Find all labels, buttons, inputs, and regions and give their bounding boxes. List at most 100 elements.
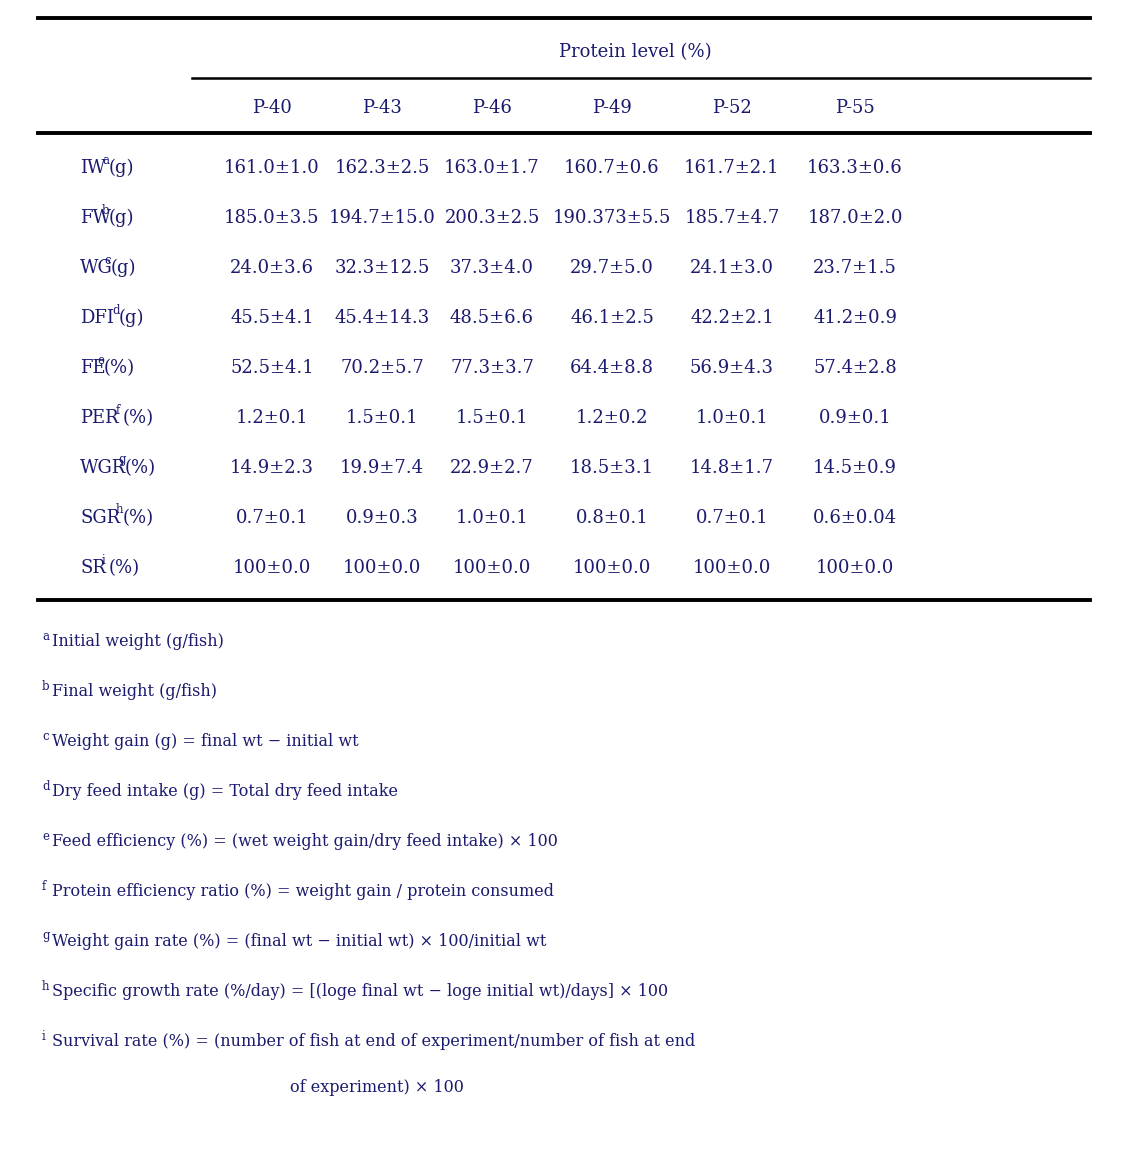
Text: 37.3±4.0: 37.3±4.0 [450,259,534,276]
Text: 190.373±5.5: 190.373±5.5 [552,209,672,227]
Text: Dry feed intake (g) = Total dry feed intake: Dry feed intake (g) = Total dry feed int… [52,783,398,801]
Text: 14.5±0.9: 14.5±0.9 [813,458,897,477]
Text: SGR: SGR [80,509,120,526]
Text: (%): (%) [104,359,135,377]
Text: 0.9±0.3: 0.9±0.3 [345,509,418,526]
Text: PER: PER [80,409,118,427]
Text: 161.0±1.0: 161.0±1.0 [224,159,319,177]
Text: FW: FW [80,209,111,227]
Text: 41.2±0.9: 41.2±0.9 [813,309,897,327]
Text: Final weight (g/fish): Final weight (g/fish) [52,683,217,700]
Text: 29.7±5.0: 29.7±5.0 [570,259,654,276]
Text: 163.3±0.6: 163.3±0.6 [807,159,903,177]
Text: 100±0.0: 100±0.0 [233,559,312,577]
Text: Feed efficiency (%) = (wet weight gain/dry feed intake) × 100: Feed efficiency (%) = (wet weight gain/d… [52,834,558,850]
Text: g: g [42,930,50,942]
Text: 162.3±2.5: 162.3±2.5 [334,159,430,177]
Text: e: e [97,354,103,366]
Text: f: f [116,403,120,417]
Text: 24.0±3.6: 24.0±3.6 [229,259,314,276]
Text: 45.4±14.3: 45.4±14.3 [334,309,430,327]
Text: 1.5±0.1: 1.5±0.1 [456,409,529,427]
Text: 0.7±0.1: 0.7±0.1 [236,509,308,526]
Text: SR: SR [80,559,106,577]
Text: b: b [102,204,109,217]
Text: Protein level (%): Protein level (%) [559,43,711,61]
Text: e: e [42,829,50,842]
Text: Initial weight (g/fish): Initial weight (g/fish) [52,634,224,651]
Text: Specific growth rate (%/day) = [(loge final wt − loge initial wt)/days] × 100: Specific growth rate (%/day) = [(loge fi… [52,984,668,1000]
Text: 45.5±4.1: 45.5±4.1 [231,309,314,327]
Text: 100±0.0: 100±0.0 [343,559,421,577]
Text: 1.5±0.1: 1.5±0.1 [345,409,418,427]
Text: (%): (%) [125,458,156,477]
Text: h: h [42,979,50,993]
Text: (g): (g) [119,309,144,327]
Text: Weight gain (g) = final wt − initial wt: Weight gain (g) = final wt − initial wt [52,734,359,750]
Text: 56.9±4.3: 56.9±4.3 [690,359,774,377]
Text: (g): (g) [109,209,135,227]
Text: i: i [102,553,106,567]
Text: 57.4±2.8: 57.4±2.8 [813,359,897,377]
Text: Protein efficiency ratio (%) = weight gain / protein consumed: Protein efficiency ratio (%) = weight ga… [52,884,554,901]
Text: 18.5±3.1: 18.5±3.1 [570,458,654,477]
Text: P-40: P-40 [252,99,292,118]
Text: 22.9±2.7: 22.9±2.7 [450,458,534,477]
Text: d: d [42,780,50,793]
Text: 14.9±2.3: 14.9±2.3 [229,458,314,477]
Text: 77.3±3.7: 77.3±3.7 [450,359,534,377]
Text: (g): (g) [109,159,135,177]
Text: 194.7±15.0: 194.7±15.0 [328,209,435,227]
Text: b: b [42,680,50,692]
Text: 64.4±8.8: 64.4±8.8 [570,359,654,377]
Text: P-49: P-49 [592,99,632,118]
Text: g: g [118,454,126,467]
Text: h: h [116,503,124,516]
Text: f: f [42,879,46,893]
Text: FE: FE [80,359,106,377]
Text: 187.0±2.0: 187.0±2.0 [808,209,902,227]
Text: 161.7±2.1: 161.7±2.1 [684,159,780,177]
Text: a: a [102,153,109,167]
Text: WG: WG [80,259,112,276]
Text: d: d [112,303,119,317]
Text: P-55: P-55 [835,99,875,118]
Text: P-46: P-46 [472,99,512,118]
Text: (%): (%) [109,559,141,577]
Text: 185.0±3.5: 185.0±3.5 [224,209,319,227]
Text: 0.8±0.1: 0.8±0.1 [576,509,648,526]
Text: 1.2±0.1: 1.2±0.1 [236,409,308,427]
Text: of experiment) × 100: of experiment) × 100 [290,1078,464,1096]
Text: 0.7±0.1: 0.7±0.1 [695,509,768,526]
Text: 100±0.0: 100±0.0 [452,559,531,577]
Text: c: c [42,729,48,743]
Text: 23.7±1.5: 23.7±1.5 [813,259,897,276]
Text: P-52: P-52 [712,99,752,118]
Text: 1.2±0.2: 1.2±0.2 [576,409,648,427]
Text: 42.2±2.1: 42.2±2.1 [690,309,774,327]
Text: 1.0±0.1: 1.0±0.1 [456,509,529,526]
Text: 200.3±2.5: 200.3±2.5 [444,209,540,227]
Text: DFI: DFI [80,309,114,327]
Text: 163.0±1.7: 163.0±1.7 [444,159,540,177]
Text: 160.7±0.6: 160.7±0.6 [565,159,659,177]
Text: 100±0.0: 100±0.0 [693,559,771,577]
Text: 52.5±4.1: 52.5±4.1 [231,359,314,377]
Text: (%): (%) [123,409,154,427]
Text: 46.1±2.5: 46.1±2.5 [570,309,654,327]
Text: 0.9±0.1: 0.9±0.1 [819,409,891,427]
Text: Weight gain rate (%) = (final wt − initial wt) × 100/initial wt: Weight gain rate (%) = (final wt − initi… [52,933,547,950]
Text: P-43: P-43 [362,99,402,118]
Text: c: c [104,253,110,266]
Text: a: a [42,629,50,643]
Text: 24.1±3.0: 24.1±3.0 [690,259,774,276]
Text: 1.0±0.1: 1.0±0.1 [695,409,768,427]
Text: 100±0.0: 100±0.0 [573,559,651,577]
Text: Survival rate (%) = (number of fish at end of experiment/number of fish at end: Survival rate (%) = (number of fish at e… [52,1033,695,1051]
Text: 32.3±12.5: 32.3±12.5 [334,259,430,276]
Text: 14.8±1.7: 14.8±1.7 [690,458,774,477]
Text: 48.5±6.6: 48.5±6.6 [450,309,534,327]
Text: 19.9±7.4: 19.9±7.4 [340,458,424,477]
Text: 0.6±0.04: 0.6±0.04 [813,509,897,526]
Text: 70.2±5.7: 70.2±5.7 [340,359,424,377]
